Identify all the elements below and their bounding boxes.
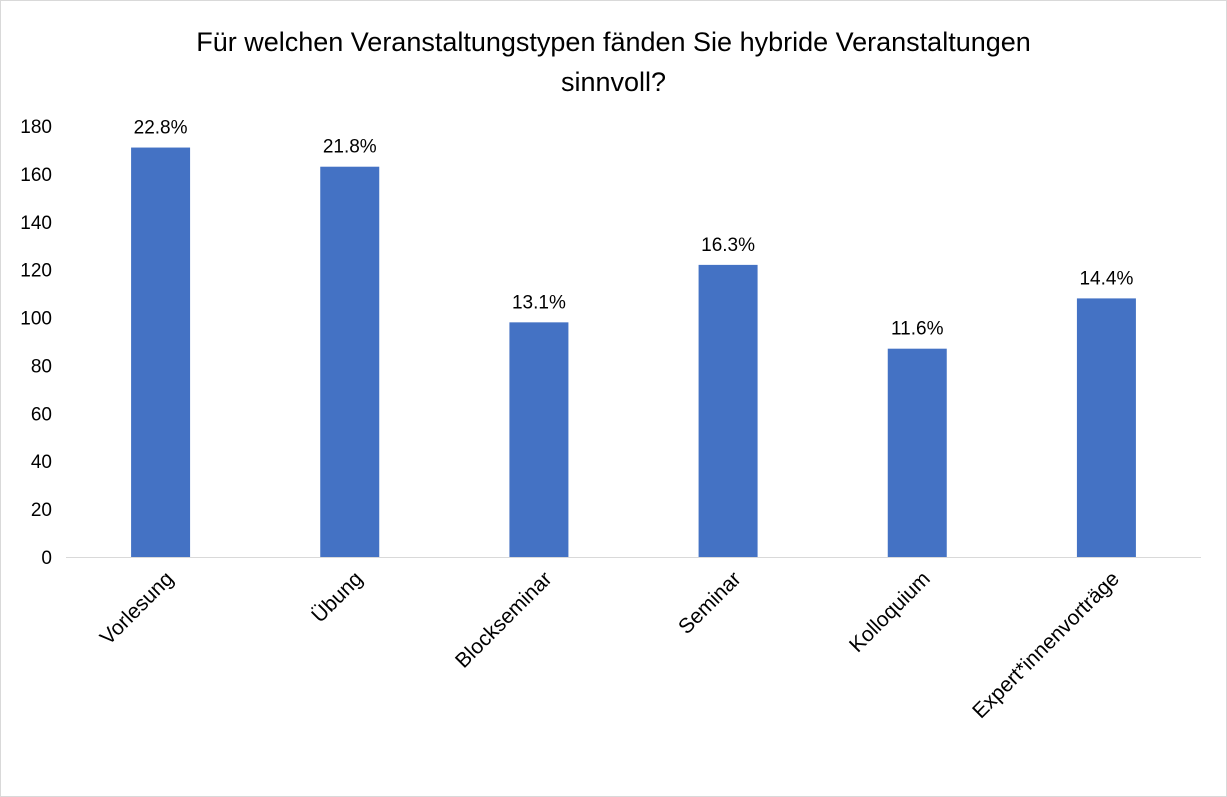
x-tick-label: Expert*innenvorträge [968, 567, 1124, 723]
bar [698, 264, 758, 557]
x-tick-label: Übung [307, 567, 367, 627]
data-label: 16.3% [701, 235, 755, 256]
y-tick-label: 0 [41, 548, 52, 569]
bar [1076, 298, 1136, 557]
chart-title: Für welchen Veranstaltungstypen fänden S… [0, 22, 1227, 102]
y-tick-label: 180 [20, 117, 52, 138]
data-label: 21.8% [323, 137, 377, 158]
x-tick-label: Seminar [674, 567, 746, 639]
data-label: 13.1% [512, 292, 566, 313]
chart-title-line-2: sinnvoll? [560, 67, 667, 97]
x-tick-label: Vorlesung [96, 567, 178, 649]
y-tick-label: 40 [31, 452, 52, 473]
y-tick-label: 160 [20, 165, 52, 186]
y-tick-label: 140 [20, 213, 52, 234]
y-tick-label: 120 [20, 261, 52, 282]
chart-title-line-1: Für welchen Veranstaltungstypen fänden S… [196, 27, 1031, 57]
bar [887, 348, 947, 557]
y-tick-label: 80 [31, 356, 52, 377]
bar [320, 166, 380, 557]
x-tick-label: Blockseminar [451, 567, 556, 672]
bar [509, 322, 569, 557]
y-tick-label: 60 [31, 404, 52, 425]
y-tick-label: 20 [31, 500, 52, 521]
y-tick-label: 100 [20, 309, 52, 330]
x-tick-label: Kolloquium [845, 567, 935, 657]
bar [131, 147, 191, 558]
data-label: 14.4% [1079, 268, 1133, 289]
data-label: 22.8% [134, 118, 188, 139]
data-label: 11.6% [891, 319, 944, 340]
